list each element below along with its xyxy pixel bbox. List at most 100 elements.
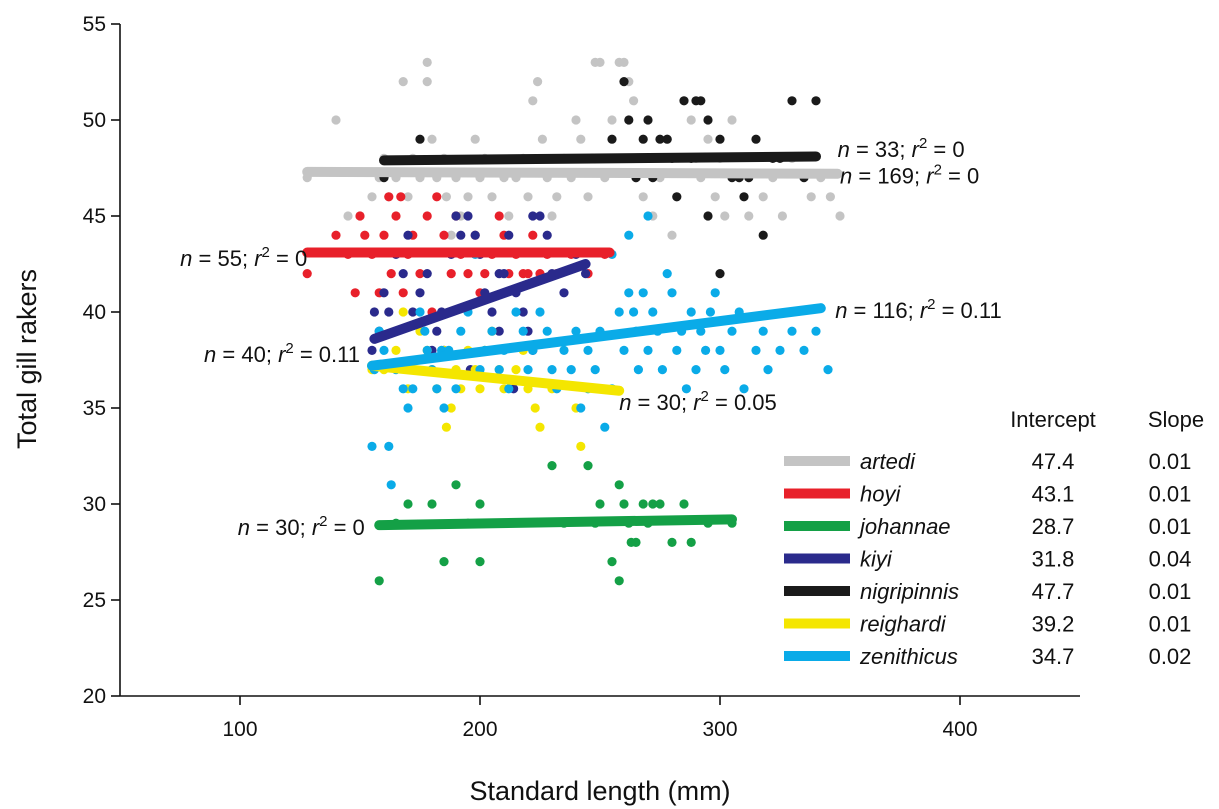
data-point — [350, 288, 360, 298]
data-point — [775, 345, 785, 355]
data-point — [715, 134, 725, 144]
data-point — [494, 365, 504, 375]
data-point — [439, 230, 449, 240]
data-point — [487, 192, 497, 202]
annotation-kiyi: n = 40; r2 = 0.11 — [204, 340, 360, 367]
data-point — [518, 326, 528, 336]
data-point — [528, 96, 538, 106]
data-point — [463, 211, 473, 221]
data-point — [720, 365, 730, 375]
data-point — [667, 230, 677, 240]
data-point — [583, 192, 593, 202]
data-point — [523, 192, 533, 202]
data-point — [787, 96, 797, 106]
data-point — [403, 230, 413, 240]
data-point — [643, 115, 653, 125]
data-point — [638, 134, 648, 144]
data-point — [355, 211, 365, 221]
data-point — [643, 211, 653, 221]
data-point — [823, 365, 833, 375]
data-point — [758, 326, 768, 336]
data-point — [619, 345, 629, 355]
data-point — [581, 269, 591, 279]
data-point — [415, 269, 425, 279]
data-point — [720, 211, 730, 221]
data-point — [643, 345, 653, 355]
data-point — [758, 230, 768, 240]
data-point — [384, 441, 394, 451]
y-tick-label: 40 — [83, 301, 106, 324]
data-point — [703, 211, 713, 221]
data-point — [696, 96, 706, 106]
data-point — [451, 384, 461, 394]
data-point — [672, 345, 682, 355]
data-point — [408, 307, 418, 317]
legend-slope-value: 0.04 — [1149, 547, 1192, 572]
legend-label: kiyi — [860, 547, 893, 572]
annotation-reighardi: n = 30; r2 = 0.05 — [619, 388, 777, 415]
data-point — [494, 211, 504, 221]
data-point — [631, 537, 641, 548]
data-point — [686, 115, 696, 125]
y-tick-label: 45 — [83, 205, 106, 228]
data-point — [657, 365, 668, 375]
data-point — [624, 115, 634, 125]
data-point — [629, 307, 639, 317]
data-point — [535, 211, 545, 221]
data-point — [470, 134, 480, 144]
data-point — [523, 365, 533, 375]
legend-label: artedi — [860, 449, 916, 474]
data-point — [369, 307, 379, 317]
legend-label: hoyi — [860, 482, 901, 507]
data-point — [535, 307, 545, 317]
legend-intercept-value: 43.1 — [1032, 482, 1075, 507]
fit-line-kiyi — [369, 259, 591, 344]
data-point — [331, 230, 341, 240]
data-point — [703, 115, 713, 125]
x-tick-label: 400 — [942, 718, 977, 741]
data-point — [367, 192, 377, 202]
data-point — [446, 230, 456, 240]
data-point — [494, 326, 504, 336]
legend-item-kiyi: kiyi 31.8 0.04 — [784, 547, 1191, 572]
points-layer — [302, 57, 845, 586]
data-point — [614, 480, 624, 490]
data-point — [547, 211, 557, 221]
data-point — [441, 192, 451, 202]
data-point — [614, 576, 624, 586]
data-point — [600, 422, 610, 432]
data-point — [799, 345, 809, 355]
annotation-artedi: n = 169; r2 = 0 — [840, 162, 979, 189]
fit-lines-layer — [302, 151, 843, 531]
data-point — [825, 192, 836, 202]
data-point — [487, 307, 497, 317]
data-point — [751, 345, 761, 355]
legend-slope-value: 0.01 — [1149, 579, 1192, 604]
data-point — [451, 211, 461, 221]
legend: Intercept Slope artedi 47.4 0.01 hoyi 43.1 0.01… — [784, 407, 1204, 669]
data-point — [398, 307, 408, 317]
legend-label: johannae — [857, 514, 951, 539]
legend-item-artedi: artedi 47.4 0.01 — [784, 449, 1191, 474]
data-point — [624, 288, 634, 298]
data-point — [619, 499, 629, 509]
data-point — [619, 77, 629, 87]
legend-item-reighardi: reighardi 39.2 0.01 — [784, 612, 1191, 637]
data-point — [518, 307, 528, 317]
data-point — [302, 269, 312, 279]
legend-label: nigripinnis — [860, 579, 959, 604]
data-point — [655, 499, 665, 509]
data-point — [681, 384, 692, 394]
data-point — [607, 557, 617, 567]
data-point — [559, 288, 569, 298]
data-point — [727, 326, 737, 336]
data-point — [367, 441, 377, 451]
data-point — [537, 134, 548, 144]
data-point — [715, 269, 725, 279]
data-point — [624, 230, 634, 240]
x-axis-title: Standard length (mm) — [469, 776, 730, 806]
data-point — [415, 288, 425, 298]
data-point — [487, 326, 497, 336]
data-point — [535, 422, 545, 432]
